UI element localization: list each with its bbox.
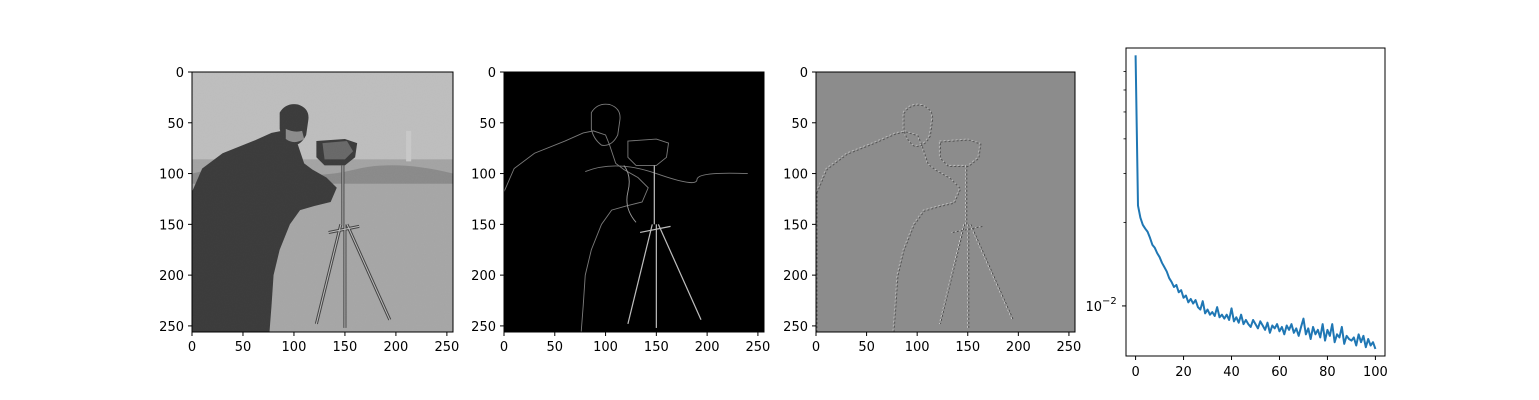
y-tick-exponent: −2 [1102, 296, 1117, 307]
x-tick-label: 100 [1363, 365, 1388, 380]
y-tick-label: 150 [471, 218, 496, 233]
y-tick-label: 100 [471, 168, 496, 183]
x-tick-label: 50 [547, 340, 564, 355]
y-tick-label: 250 [471, 320, 496, 335]
panel-photo-frame [191, 71, 454, 333]
x-tick-label: 150 [644, 340, 669, 355]
y-tick-label: 200 [159, 269, 184, 284]
panel-loss-chart: 0 20 40 60 80 100 10 −2 [1085, 47, 1388, 380]
panel-edges-axes: 0 50 100 150 200 250 0 50 100 150 200 250 [471, 66, 770, 355]
x-tick-label: 200 [1006, 340, 1031, 355]
panel-edges: 0 50 100 150 200 250 0 50 100 150 200 250 [471, 66, 770, 355]
x-tick-label: 60 [1271, 365, 1288, 380]
panel-residual-axes: 0 50 100 150 200 250 0 50 100 150 200 250 [783, 66, 1081, 355]
y-tick-label: 150 [783, 218, 808, 233]
x-tick-label: 100 [593, 340, 618, 355]
loss-chart-axes: 0 20 40 60 80 100 10 −2 [1085, 70, 1388, 380]
x-tick-label: 100 [905, 340, 930, 355]
x-tick-label: 250 [745, 340, 770, 355]
x-tick-label: 200 [695, 340, 720, 355]
y-tick-label: 10 [1085, 300, 1102, 315]
y-tick-label: 200 [783, 269, 808, 284]
x-tick-label: 150 [955, 340, 980, 355]
y-tick-label: 100 [783, 168, 808, 183]
panel-photo-axes: 0 50 100 150 200 250 0 50 100 150 200 250 [159, 66, 459, 355]
x-tick-label: 250 [1057, 340, 1082, 355]
x-tick-label: 50 [235, 340, 252, 355]
y-tick-label: 0 [488, 66, 496, 81]
x-tick-label: 40 [1223, 365, 1240, 380]
y-tick-label: 50 [479, 117, 496, 132]
loss-line [1134, 55, 1377, 350]
y-tick-label: 0 [176, 66, 184, 81]
x-tick-label: 0 [1131, 365, 1139, 380]
x-tick-label: 0 [500, 340, 508, 355]
y-tick-label: 250 [783, 320, 808, 335]
loss-series [1134, 55, 1377, 350]
x-tick-label: 0 [812, 340, 820, 355]
y-tick-label: 250 [159, 320, 184, 335]
y-tick-label: 200 [471, 269, 496, 284]
x-tick-label: 50 [858, 340, 875, 355]
y-tick-label: 150 [159, 218, 184, 233]
x-tick-label: 80 [1319, 365, 1336, 380]
x-tick-label: 250 [434, 340, 459, 355]
panel-residual: 0 50 100 150 200 250 0 50 100 150 200 250 [783, 66, 1081, 355]
y-tick-label: 50 [791, 117, 808, 132]
panel-photo: 0 50 100 150 200 250 0 50 100 150 200 250 [159, 66, 459, 355]
x-tick-label: 0 [188, 340, 196, 355]
panel-edges-frame [503, 71, 765, 333]
x-tick-label: 150 [333, 340, 358, 355]
panel-residual-frame [815, 71, 1076, 333]
loss-chart-frame [1125, 47, 1386, 357]
y-tick-label: 100 [159, 168, 184, 183]
x-tick-label: 20 [1175, 365, 1192, 380]
y-tick-label: 50 [167, 117, 184, 132]
x-tick-label: 100 [282, 340, 307, 355]
y-tick-label: 0 [800, 66, 808, 81]
x-tick-label: 200 [383, 340, 408, 355]
